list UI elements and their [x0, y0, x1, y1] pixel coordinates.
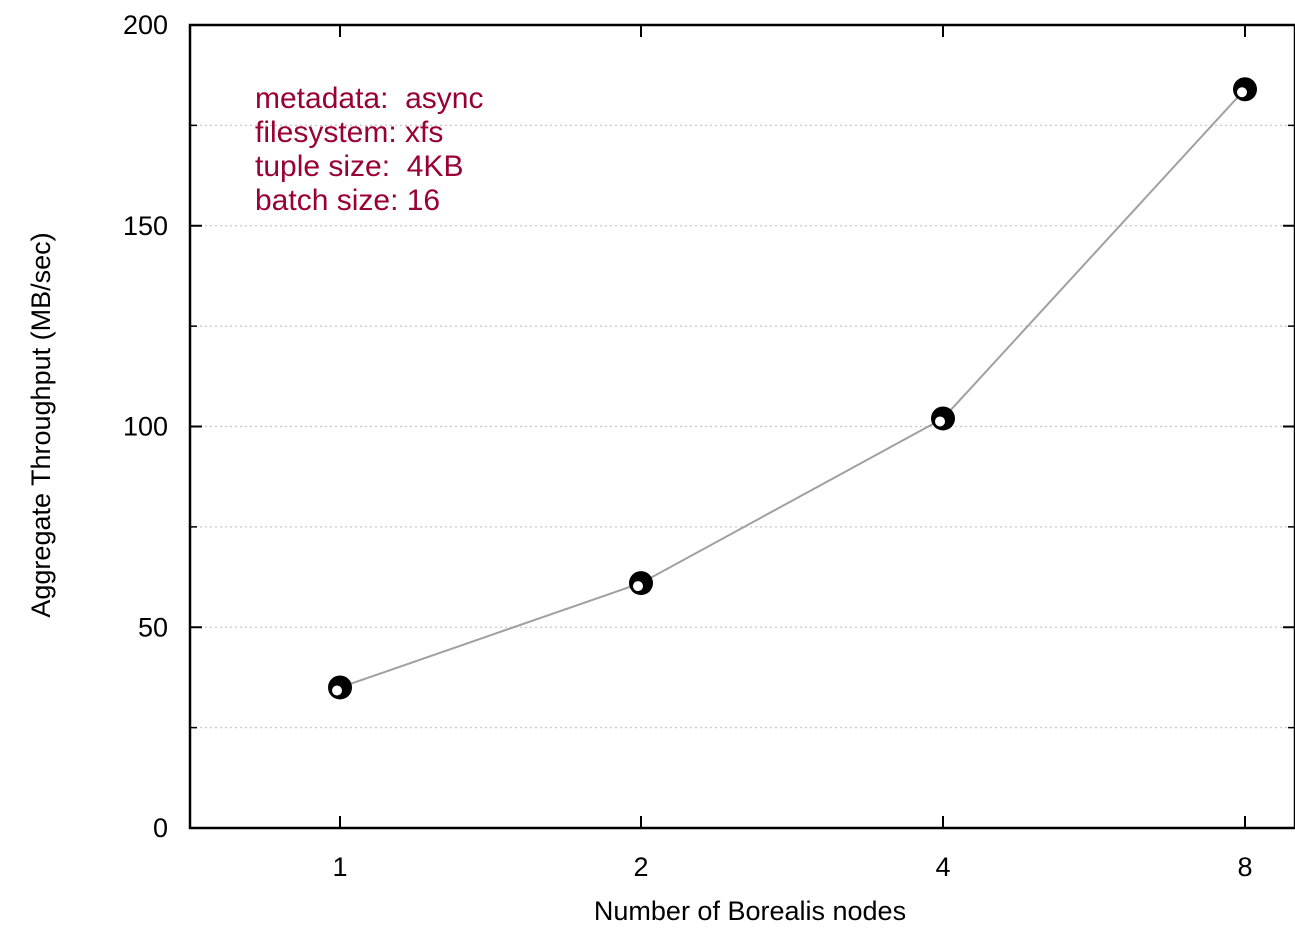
grid-lines — [190, 124, 1295, 729]
series-line — [339, 88, 1246, 689]
y-tick-label: 100 — [123, 412, 168, 442]
x-tick-label: 1 — [332, 852, 347, 882]
data-point — [931, 406, 955, 431]
y-tick-label: 150 — [123, 211, 168, 241]
x-tick-label: 8 — [1237, 852, 1252, 882]
tick-labels: 0 50 100 150 200 1 2 4 8 — [123, 10, 1253, 882]
axes — [188, 23, 1295, 830]
data-point — [1233, 77, 1257, 102]
annotation-line: batch size: 16 — [255, 184, 440, 217]
y-tick-label: 50 — [138, 612, 168, 642]
data-point — [629, 571, 653, 596]
x-tick-label: 2 — [633, 852, 648, 882]
x-tick-label: 4 — [935, 852, 950, 882]
y-tick-label: 0 — [153, 813, 168, 843]
annotation-line: tuple size: 4KB — [255, 150, 463, 183]
annotation-line: metadata: async — [255, 82, 483, 115]
data-point — [328, 675, 352, 700]
series — [328, 77, 1257, 700]
y-tick-label: 200 — [123, 10, 168, 40]
annotation-line: filesystem: xfs — [255, 116, 443, 149]
x-axis-title: Number of Borealis nodes — [594, 896, 906, 926]
y-axis-title: Aggregate Throughput (MB/sec) — [26, 232, 56, 617]
